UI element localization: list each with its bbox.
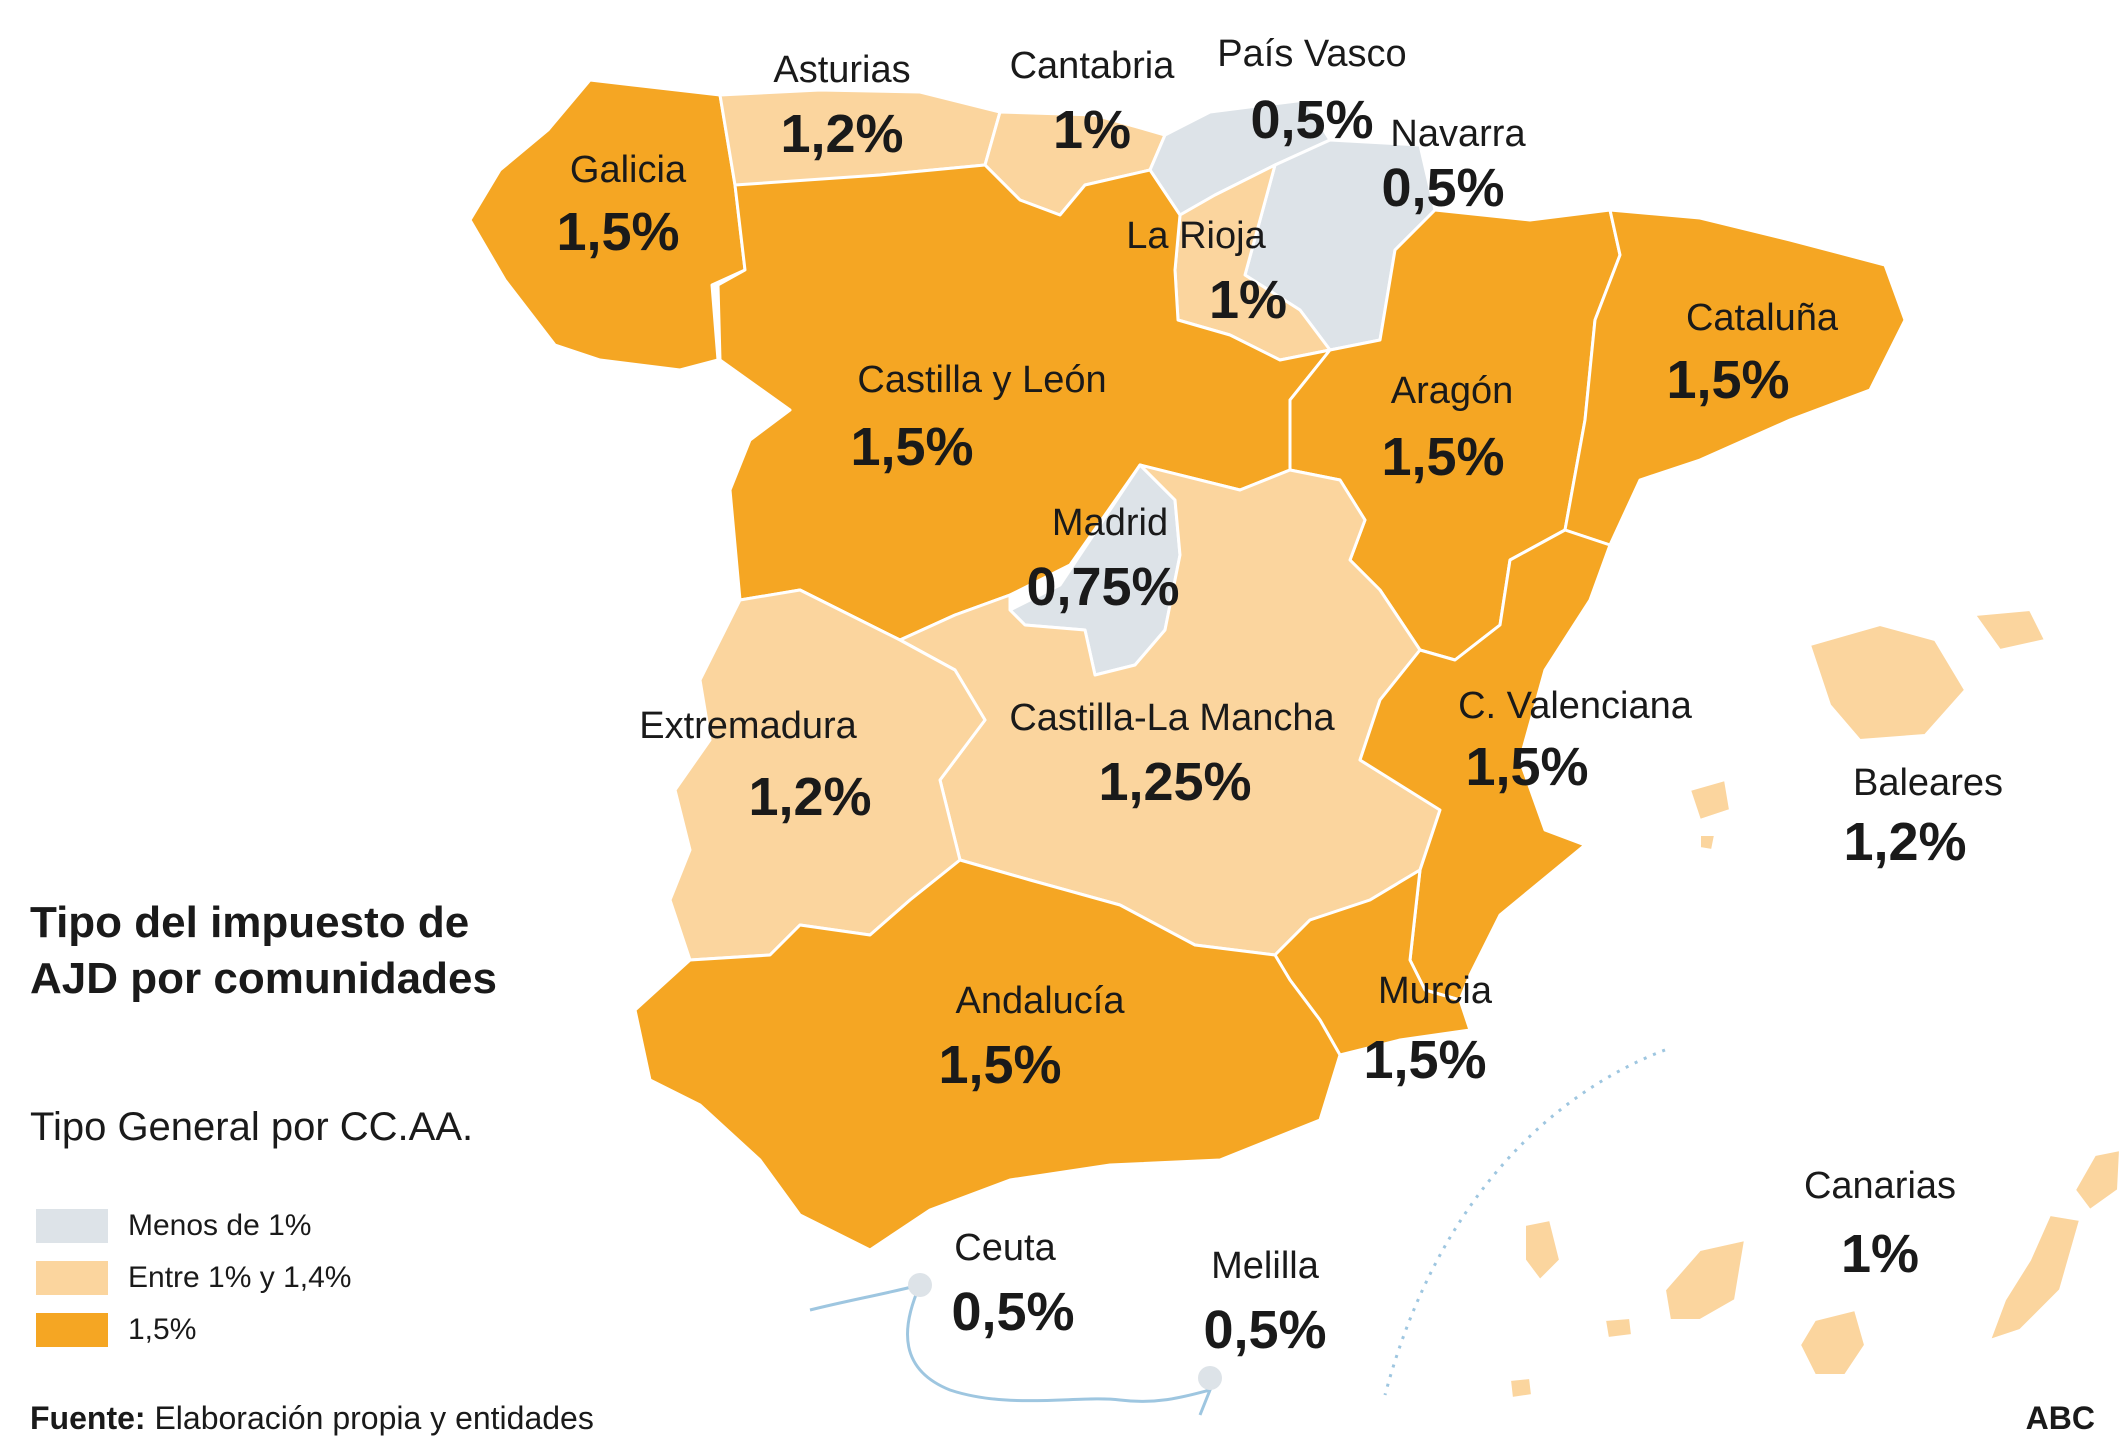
label-melilla-name: Melilla bbox=[1211, 1245, 1320, 1287]
legend-label: 1,5% bbox=[128, 1313, 197, 1346]
label-andalucia-value: 1,5% bbox=[938, 1035, 1061, 1095]
label-ceuta-value: 0,5% bbox=[951, 1282, 1074, 1342]
label-extremadura-value: 1,2% bbox=[748, 767, 871, 827]
label-aragon-name: Aragón bbox=[1391, 370, 1514, 412]
label-asturias-value: 1,2% bbox=[780, 104, 903, 164]
melilla-marker bbox=[1198, 1366, 1222, 1390]
label-navarra-value: 0,5% bbox=[1381, 158, 1504, 218]
islands-baleares bbox=[1688, 608, 2047, 852]
legend-swatch-low bbox=[36, 1209, 108, 1243]
legend-swatch-mid bbox=[36, 1261, 108, 1295]
label-la-rioja-name: La Rioja bbox=[1126, 215, 1266, 257]
source-note: Fuente: Elaboración propia y entidades bbox=[30, 1400, 594, 1437]
label-melilla-value: 0,5% bbox=[1203, 1300, 1326, 1360]
label-baleares-value: 1,2% bbox=[1843, 812, 1966, 872]
label-galicia-value: 1,5% bbox=[556, 202, 679, 262]
map-title: Tipo del impuesto de AJD por comunidades bbox=[30, 898, 497, 1003]
label-murcia-value: 1,5% bbox=[1363, 1030, 1486, 1090]
label-navarra-name: Navarra bbox=[1390, 113, 1526, 155]
label-castilla-la-mancha-value: 1,25% bbox=[1098, 752, 1251, 812]
legend: Menos de 1% Entre 1% y 1,4% 1,5% bbox=[36, 1200, 351, 1356]
legend-label: Menos de 1% bbox=[128, 1209, 312, 1242]
legend-item: Entre 1% y 1,4% bbox=[36, 1252, 351, 1304]
label-c-valenciana-value: 1,5% bbox=[1465, 737, 1588, 797]
label-madrid-name: Madrid bbox=[1052, 502, 1168, 544]
label-canarias-value: 1% bbox=[1841, 1224, 1919, 1284]
label-madrid-value: 0,75% bbox=[1026, 557, 1179, 617]
label-baleares-name: Baleares bbox=[1853, 762, 2003, 804]
label-aragon-value: 1,5% bbox=[1381, 427, 1504, 487]
label-extremadura-name: Extremadura bbox=[639, 705, 857, 747]
source-text: Elaboración propia y entidades bbox=[154, 1400, 594, 1436]
label-canarias-name: Canarias bbox=[1804, 1165, 1956, 1207]
label-pais-vasco-value: 0,5% bbox=[1250, 90, 1373, 150]
label-ceuta-name: Ceuta bbox=[954, 1227, 1056, 1269]
map-subtitle: Tipo General por CC.AA. bbox=[30, 1105, 474, 1149]
label-cataluna-value: 1,5% bbox=[1666, 350, 1789, 410]
legend-label: Entre 1% y 1,4% bbox=[128, 1261, 352, 1294]
strait-coastline bbox=[809, 1282, 1213, 1416]
label-cataluna-name: Cataluña bbox=[1686, 297, 1839, 339]
legend-item: 1,5% bbox=[36, 1304, 351, 1356]
canarias-separator-line bbox=[1383, 1048, 1666, 1396]
label-asturias-name: Asturias bbox=[773, 49, 910, 91]
legend-item: Menos de 1% bbox=[36, 1200, 351, 1252]
label-castilla-la-mancha-name: Castilla-La Mancha bbox=[1009, 697, 1335, 739]
label-la-rioja-value: 1% bbox=[1209, 270, 1287, 330]
label-cantabria-name: Cantabria bbox=[1010, 45, 1176, 87]
label-galicia-name: Galicia bbox=[570, 149, 687, 191]
brand-logo-text: ABC bbox=[2025, 1400, 2095, 1436]
islands-canarias bbox=[1508, 1148, 2122, 1400]
region-cataluna bbox=[1563, 208, 1907, 547]
label-cantabria-value: 1% bbox=[1053, 100, 1131, 160]
region-labels: Galicia 1,5% Asturias 1,2% Cantabria 1% … bbox=[556, 33, 2003, 1360]
label-murcia-name: Murcia bbox=[1378, 970, 1493, 1012]
region-andalucia bbox=[633, 858, 1342, 1252]
label-castilla-y-leon-value: 1,5% bbox=[850, 417, 973, 477]
label-castilla-y-leon-name: Castilla y León bbox=[857, 359, 1106, 401]
legend-swatch-high bbox=[36, 1313, 108, 1347]
ceuta-marker bbox=[908, 1273, 932, 1297]
label-c-valenciana-name: C. Valenciana bbox=[1458, 685, 1693, 727]
label-andalucia-name: Andalucía bbox=[955, 980, 1125, 1022]
label-pais-vasco-name: País Vasco bbox=[1217, 33, 1406, 75]
source-prefix: Fuente: bbox=[30, 1400, 146, 1436]
